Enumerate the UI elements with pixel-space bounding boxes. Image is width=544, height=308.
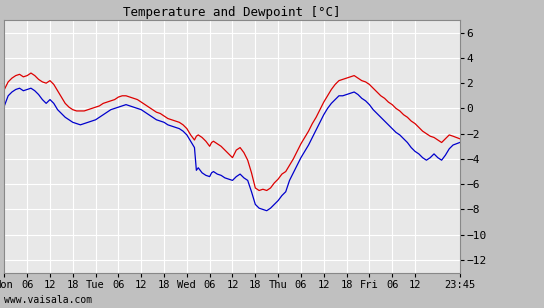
Text: www.vaisala.com: www.vaisala.com bbox=[4, 295, 92, 305]
Title: Temperature and Dewpoint [°C]: Temperature and Dewpoint [°C] bbox=[123, 6, 341, 19]
